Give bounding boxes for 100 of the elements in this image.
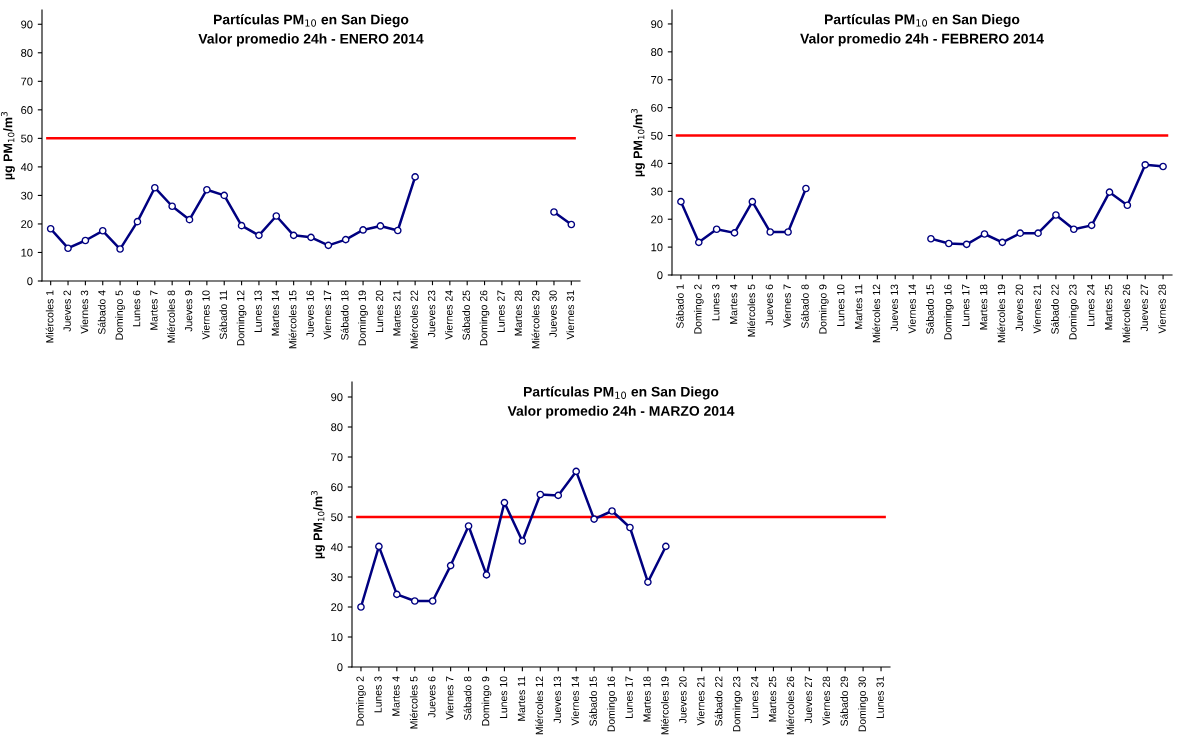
x-tick-label: Viernes 17	[323, 290, 332, 340]
x-tick-label: Jueves 16	[306, 290, 314, 338]
point	[237, 221, 246, 230]
y-tick-label: 90	[651, 20, 663, 29]
point	[550, 208, 558, 216]
x-tick-label: Sábado 8	[800, 284, 809, 329]
y-tick-label: 10	[21, 248, 33, 257]
point	[662, 542, 670, 551]
point	[567, 220, 576, 229]
point	[324, 241, 333, 250]
x-tick-label: Martes 28	[514, 290, 523, 336]
y-tick-label: 70	[331, 453, 343, 462]
x-tick-label: Viernes 28	[1158, 284, 1166, 334]
point	[393, 590, 401, 599]
x-tick-label: Lunes 20	[375, 290, 384, 333]
x-tick-label: Martes 18	[643, 676, 651, 722]
x-tick-label: Miércoles 26	[1122, 284, 1131, 343]
point	[1159, 162, 1167, 171]
y-tick-label: 40	[330, 543, 343, 552]
x-tick-label: Sábado 11	[219, 290, 228, 340]
point	[357, 603, 365, 611]
y-tick-label: 80	[21, 49, 33, 57]
y-axis-title: µg PM$_{10}$/m$^{3}$	[310, 490, 325, 559]
x-tick-label: Viernes 28	[822, 676, 831, 726]
x-tick-label: Domingo 9	[481, 676, 492, 726]
y-tick-label: 70	[651, 76, 663, 84]
x-tick-label: Viernes 3	[80, 290, 89, 334]
x-tick-label: Miércoles 29	[531, 290, 540, 349]
point	[150, 183, 159, 192]
x-tick-label: Miércoles 19	[660, 676, 669, 735]
point	[1052, 211, 1060, 219]
point	[980, 230, 989, 238]
x-tick-label: Sábado 15	[589, 676, 597, 726]
y-tick-label: 0	[337, 663, 343, 672]
y-tick-label: 90	[21, 20, 33, 29]
y-tick-label: 50	[651, 131, 663, 140]
point	[677, 197, 685, 206]
point	[185, 215, 194, 224]
x-tick-label: Lunes 27	[497, 290, 505, 333]
point	[272, 212, 281, 220]
text: Partículas PM$_{10}$ en San Diego Valor promedio 24h - ENERO 2014	[198, 14, 424, 47]
point	[307, 233, 315, 242]
x-tick-label: Domingo 23	[1068, 284, 1079, 340]
x-tick-label: Domingo 30	[858, 676, 868, 732]
x-tick-label: Viernes 14	[908, 284, 916, 334]
x-tick-label: Miércoles 5	[747, 284, 756, 337]
x-tick-label: Lunes 3	[374, 676, 382, 713]
x-tick-label: Viernes 7	[445, 676, 454, 720]
point	[944, 239, 953, 248]
x-tick-label: Martes 11	[855, 284, 863, 329]
point	[694, 238, 703, 247]
x-tick-label: Sábado 8	[463, 676, 472, 721]
point	[500, 498, 509, 507]
x-tick-label: Sábado 22	[714, 676, 723, 726]
y-tick-label: 40	[20, 163, 33, 172]
point	[220, 191, 229, 200]
point	[730, 229, 739, 237]
x-tick-label: Martes 7	[150, 290, 158, 330]
x-tick-label: Miércoles 12	[535, 676, 544, 735]
point	[998, 238, 1007, 247]
x-tick-label: Miércoles 12	[872, 284, 881, 343]
point	[359, 226, 367, 234]
point	[393, 226, 402, 235]
y-tick-label: 30	[331, 573, 343, 582]
x-tick-label: Viernes 10	[202, 290, 210, 340]
y-tick-label: 30	[651, 187, 663, 196]
x-tick-label: Lunes 3	[712, 284, 720, 321]
point	[64, 244, 72, 253]
y-tick-label: 0	[27, 277, 33, 286]
y-tick-label: 10	[331, 633, 343, 642]
x-tick-label: Lunes 10	[837, 284, 845, 327]
x-tick-label: Jueves 13	[890, 284, 899, 332]
x-tick-label: Domingo 16	[607, 676, 617, 732]
x-tick-label: Sábado 29	[840, 676, 848, 726]
point	[428, 597, 437, 605]
x-tick-label: Jueves 20	[679, 676, 687, 724]
x-tick-label: Martes 18	[979, 284, 988, 330]
x-tick-label: Viernes 24	[444, 290, 453, 340]
text: Partículas PM$_{10}$ en San Diego Valor promedio 24h - MARZO 2014	[507, 386, 735, 419]
point	[1034, 229, 1042, 237]
y-tick-label: 60	[21, 106, 33, 114]
x-tick-label: Lunes 24	[750, 676, 759, 719]
x-tick-label: Martes 14	[271, 290, 280, 336]
x-tick-label: Jueves 9	[184, 290, 193, 332]
y-tick-label: 20	[651, 215, 663, 224]
x-tick-label: Miércoles 22	[410, 290, 418, 349]
x-tick-label: Jueves 20	[1015, 284, 1024, 332]
x-tick-label: Jueves 23	[427, 290, 436, 338]
x-tick-label: Domingo 2	[693, 284, 704, 334]
x-tick-label: Miércoles 5	[409, 676, 418, 729]
x-tick-label: Miércoles 1	[45, 290, 54, 343]
x-tick-label: Lunes 24	[1087, 284, 1095, 327]
x-tick-label: Viernes 31	[566, 290, 575, 340]
x-tick-label: Domingo 12	[236, 290, 247, 346]
point	[644, 578, 652, 586]
x-tick-label: Viernes 14	[571, 676, 579, 726]
y-tick-label: 40	[650, 159, 663, 168]
y-tick-label: 50	[331, 513, 343, 522]
point	[203, 185, 211, 194]
x-tick-label: Jueves 27	[1140, 284, 1149, 332]
